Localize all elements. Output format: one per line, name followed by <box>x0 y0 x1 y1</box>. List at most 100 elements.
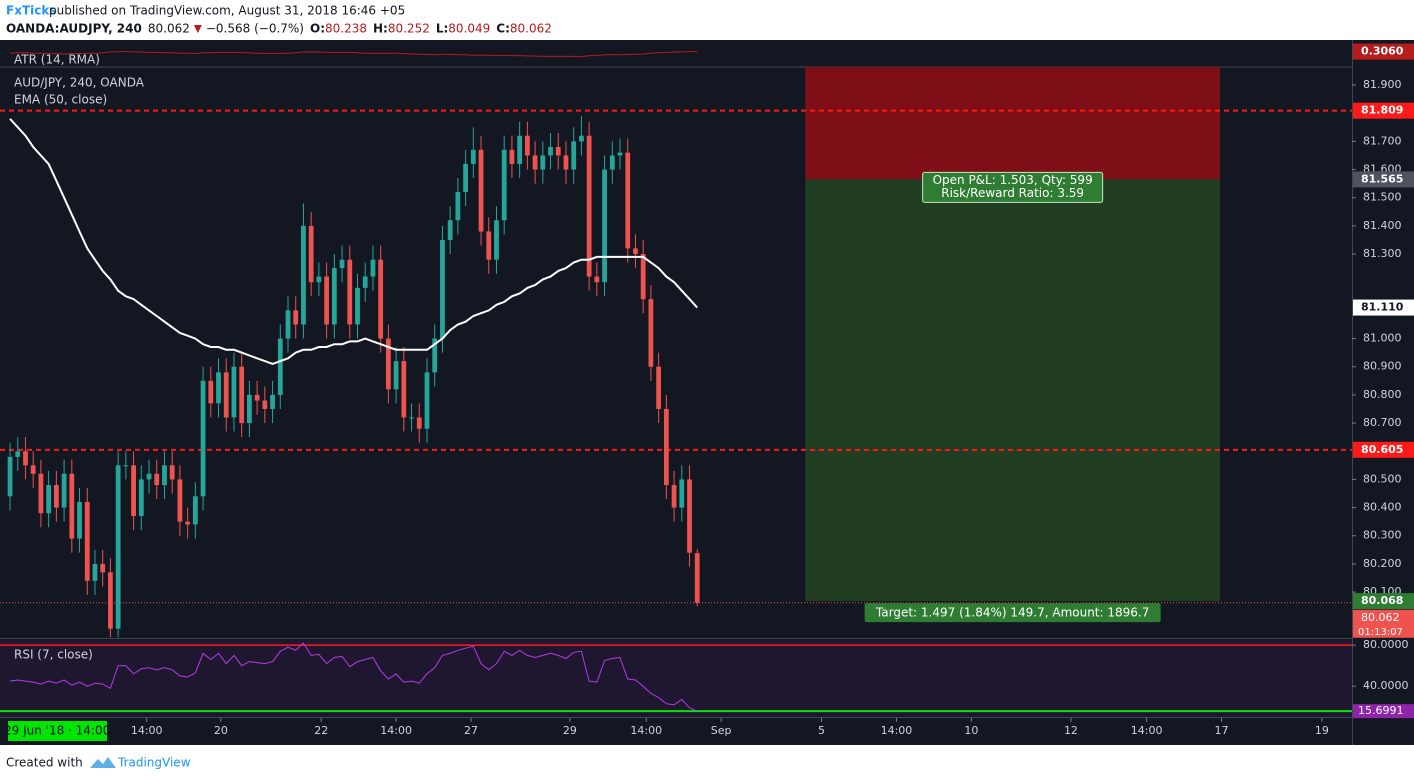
candle-body <box>185 521 191 525</box>
candle-body <box>192 496 198 525</box>
quote-c: 80.062 <box>510 22 552 36</box>
x-tick-label: 19 <box>1315 724 1329 737</box>
candle-body <box>687 479 692 553</box>
candle-body <box>239 366 245 424</box>
x-tick-label: Sep <box>711 724 732 737</box>
candle-body <box>270 394 275 409</box>
candle-body <box>440 239 445 339</box>
candle-body <box>331 268 337 325</box>
atr-value-bg <box>1353 43 1414 60</box>
quote-line: OANDA:AUDJPY, 240 80.062 −0.568 (−0.7%) O: 8… <box>6 22 552 36</box>
candle-body <box>208 380 214 404</box>
quote-c_key: C: <box>496 22 510 36</box>
candle-body <box>77 501 82 539</box>
target-box <box>864 603 1161 623</box>
candle-body <box>308 225 314 283</box>
candle-body <box>92 563 98 581</box>
x-tick-label: 10 <box>964 724 978 737</box>
candle-body <box>548 147 553 156</box>
y-tick-label: 80.300 <box>1363 529 1402 542</box>
y-tick-label: 81.700 <box>1363 134 1402 147</box>
candle-body <box>478 149 484 232</box>
main-pane <box>0 67 1352 638</box>
candle-body <box>100 563 106 573</box>
candle-body <box>115 465 121 629</box>
candle-body <box>154 473 160 486</box>
candle-body <box>355 287 360 325</box>
x-tick-label: 17 <box>1215 724 1229 737</box>
candle-body <box>594 276 600 283</box>
candle-body <box>401 361 407 418</box>
candle-body <box>254 394 260 401</box>
pnl-text: Open P&L: 1.503, Qty: 599 <box>933 173 1093 187</box>
x-tick-label: 14:00 <box>1131 724 1163 737</box>
y-tick-label: 80.200 <box>1363 557 1402 570</box>
rsi-legend: RSI (7, close) <box>14 648 93 662</box>
rsi-value-label: 15.6991 <box>1358 704 1404 717</box>
candle-body <box>146 473 152 480</box>
candle-body <box>293 310 299 325</box>
tradingview-logo <box>90 757 116 768</box>
candle-body <box>38 473 44 514</box>
y-tick-label: 81.300 <box>1363 247 1402 260</box>
atr-line <box>9 51 698 58</box>
candle-body <box>385 338 391 390</box>
x-tick-label: 14:00 <box>881 724 913 737</box>
publisher: FxTicks <box>6 4 56 18</box>
y-tick-label: 81.400 <box>1363 219 1402 232</box>
candle-body <box>586 135 592 277</box>
rsi-background <box>0 640 1352 717</box>
candle-body <box>517 135 523 164</box>
ema-label: 81.110 <box>1361 301 1404 314</box>
candle-body <box>216 372 221 404</box>
candle-body <box>455 192 461 221</box>
candle-body <box>470 149 476 164</box>
quote-l: 80.049 <box>448 22 490 36</box>
x-tick-label: 14:00 <box>131 724 163 737</box>
candle-body <box>46 485 52 514</box>
candle-body <box>409 417 414 419</box>
candle-body <box>131 465 136 517</box>
candle-body <box>617 152 623 156</box>
candle-body <box>162 465 167 486</box>
candle-body <box>679 479 685 508</box>
footer-created: Created with <box>6 756 83 770</box>
candle-body <box>370 259 376 277</box>
ema-legend: EMA (50, close) <box>14 93 107 107</box>
candle-body <box>223 372 229 418</box>
candle-body <box>316 276 322 283</box>
y-tick-label: 81.500 <box>1363 191 1402 204</box>
candle-body <box>509 149 515 164</box>
last-price-label: 80.062 <box>1361 611 1400 624</box>
candle-body <box>339 259 345 269</box>
candle-body <box>609 155 615 170</box>
candle-body <box>602 169 607 283</box>
ema-line <box>9 118 698 365</box>
y-tick-label: 80.800 <box>1363 388 1402 401</box>
target-text: Target: 1.497 (1.84%) 149.7, Amount: 189… <box>875 606 1149 620</box>
candle-body <box>532 155 538 170</box>
candle-body <box>84 501 90 581</box>
candle-body <box>108 572 113 629</box>
level-label-bg <box>1353 441 1414 458</box>
quote-symbol: OANDA:AUDJPY, 240 <box>6 22 142 36</box>
candle-body <box>416 417 422 429</box>
x-tick-label: 14:00 <box>380 724 412 737</box>
x-tick-label: 27 <box>464 724 478 737</box>
pnl-box <box>922 171 1104 203</box>
y-tick-label: 80.500 <box>1363 472 1402 485</box>
candle-body <box>671 485 677 508</box>
quote-price: 80.062 <box>148 22 190 36</box>
candle-body <box>69 473 75 539</box>
published-line: published on TradingView.com, August 31,… <box>49 4 405 18</box>
candle-body <box>540 155 546 170</box>
level-label: 81.809 <box>1361 104 1403 117</box>
target-label: 80.068 <box>1361 594 1403 607</box>
y-tick-label: 80.400 <box>1363 501 1402 514</box>
rsi-tick-label: 80.0000 <box>1363 638 1409 651</box>
candle-body <box>231 366 237 418</box>
candle-body <box>486 231 492 260</box>
candle-body <box>53 485 59 508</box>
rr-text: Risk/Reward Ratio: 3.59 <box>941 186 1084 200</box>
candle-body <box>447 220 453 240</box>
